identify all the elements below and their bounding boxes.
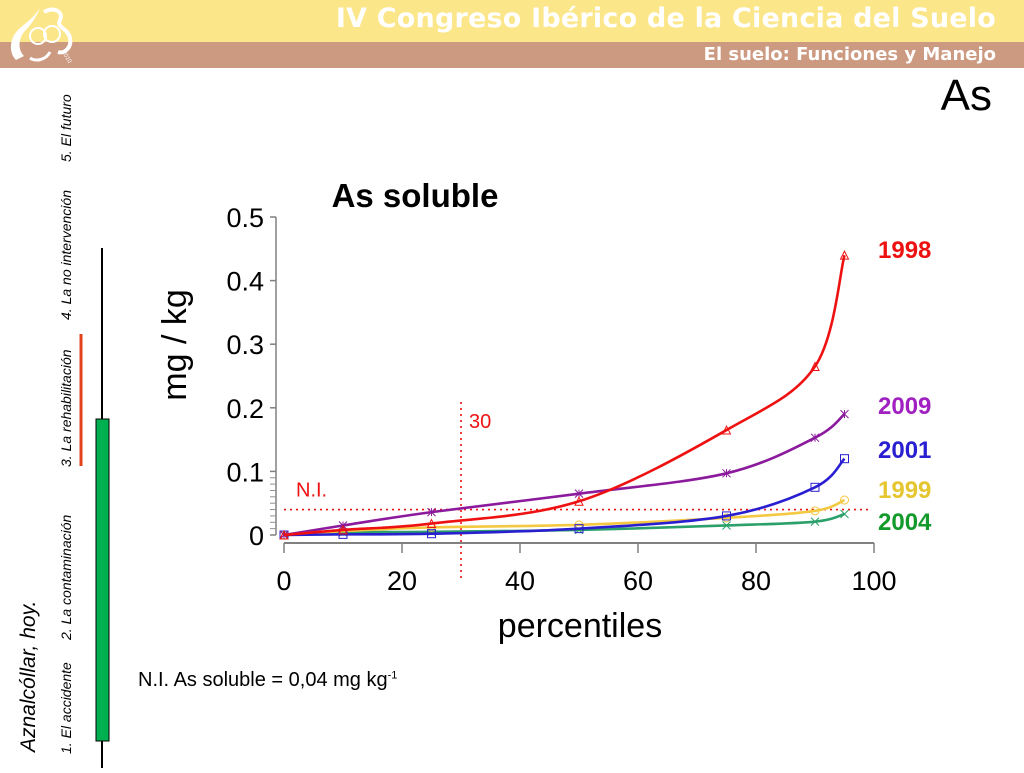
x-tick-label: 60 [623, 566, 653, 596]
data-point-1998 [574, 496, 584, 506]
y-axis-label: mg / kg [156, 289, 194, 400]
data-point-1998 [279, 529, 289, 540]
timeline-graphic [79, 248, 110, 768]
x-tick-label: 20 [387, 566, 417, 596]
header-top-band [0, 0, 1024, 42]
legend-label-2001: 2001 [878, 437, 931, 464]
y-tick-label: 0.2 [226, 394, 264, 424]
chart-title: As soluble [332, 177, 499, 214]
element-badge: As [940, 71, 992, 120]
series-2009 [279, 409, 849, 540]
legend-label-1998: 1998 [878, 237, 931, 264]
data-point-1999 [810, 506, 820, 516]
data-point-1998 [810, 361, 820, 371]
data-point-1998 [721, 424, 732, 435]
footnote: N.I. As soluble = 0,04 mg kg-1 [138, 669, 397, 692]
conference-title: IV Congreso Ibérico de la Ciencia del Su… [335, 3, 996, 34]
data-point-2009 [840, 409, 849, 419]
data-point-1998 [839, 250, 850, 260]
footnote-text: N.I. As soluble = 0,04 mg kg [138, 669, 388, 691]
data-point-2001 [574, 524, 584, 534]
legend-label-1999: 1999 [878, 477, 931, 504]
series-1998 [279, 250, 850, 540]
x-tick-label: 100 [851, 566, 896, 596]
conference-subtitle: El suelo: Funciones y Manejo [703, 44, 996, 65]
ni-threshold-label: N.I. [296, 480, 327, 502]
x-tick-label: 40 [505, 566, 535, 596]
x-axis-label: percentiles [498, 607, 662, 645]
data-point-2009 [722, 468, 731, 478]
data-point-1998 [426, 518, 437, 529]
series-line-2001 [283, 457, 846, 537]
x-tick-label: 80 [741, 566, 771, 596]
y-tick-label: 0 [249, 521, 264, 551]
series-line-1998 [283, 254, 846, 537]
legend-label-2009: 2009 [878, 393, 931, 420]
y-tick-label: 0.4 [226, 267, 264, 297]
data-point-2001 [427, 529, 436, 539]
x-tick-label: 0 [276, 566, 291, 596]
data-point-2004 [810, 517, 820, 526]
data-point-2004 [722, 521, 731, 530]
congress-logo-icon: 2010 [10, 7, 72, 65]
data-point-2001 [840, 454, 849, 464]
header-bottom-band [0, 42, 1024, 68]
data-point-2009 [427, 507, 436, 517]
data-point-2001 [810, 482, 820, 492]
footnote-superscript: -1 [387, 669, 398, 682]
data-point-2004 [840, 509, 849, 519]
legend-label-2004: 2004 [878, 509, 932, 536]
data-point-2001 [722, 511, 731, 521]
data-point-1998 [338, 524, 348, 535]
y-tick-label: 0.3 [226, 330, 264, 360]
data-point-2009 [810, 433, 820, 443]
data-point-1999 [840, 495, 849, 505]
timeline-period-bar [95, 418, 110, 742]
sidebar-nav: Aznalcóllar, hoy. 1. El accidente 2. La … [0, 0, 130, 768]
percentile-30-label: 30 [469, 411, 491, 433]
y-tick-label: 0.5 [226, 203, 264, 233]
y-tick-label: 0.1 [226, 457, 264, 487]
